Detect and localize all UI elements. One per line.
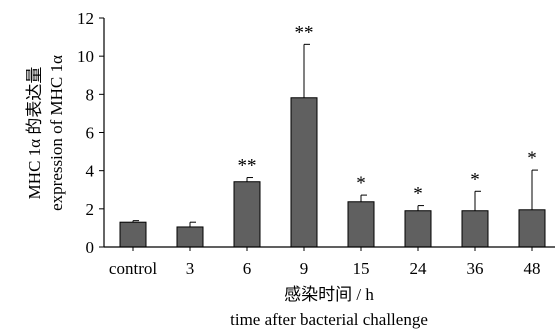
x-ticks-layer: control 3 6 9 15 24 36 48 — [109, 247, 541, 278]
significance-marker: * — [356, 173, 366, 194]
bar — [233, 181, 261, 248]
significance-marker: * — [470, 169, 480, 190]
y-tick-label: 4 — [86, 162, 95, 181]
x-tick-label: 9 — [300, 259, 309, 278]
y-tick-label: 6 — [86, 124, 95, 143]
y-tick-label: 8 — [86, 85, 95, 104]
bar — [347, 201, 375, 248]
y-tick-label: 2 — [86, 200, 95, 219]
x-tick-label: control — [109, 259, 157, 278]
y-tick-label: 10 — [77, 47, 94, 66]
bar — [518, 209, 546, 248]
bar — [404, 210, 432, 248]
x-tick-label: 24 — [410, 259, 428, 278]
x-axis-label-line2: time after bacterial challenge — [230, 310, 428, 329]
x-tick-label: 3 — [186, 259, 195, 278]
significance-marker: ** — [295, 22, 314, 43]
x-axis-label-line1: 感染时间 / h — [284, 285, 374, 304]
bar — [461, 210, 489, 248]
significance-marker: * — [527, 148, 537, 169]
x-tick-label: 15 — [353, 259, 370, 278]
significance-marker: * — [413, 184, 423, 205]
significance-layer: ***** *** — [238, 22, 537, 204]
bar — [176, 226, 204, 248]
significance-marker: ** — [238, 156, 257, 177]
y-axis-label-line2: expression of MHC 1α — [47, 55, 66, 211]
y-tick-label: 12 — [77, 9, 94, 28]
x-tick-label: 48 — [524, 259, 541, 278]
bars-layer — [119, 97, 546, 248]
bar — [290, 97, 318, 248]
y-ticks-layer: 0 2 4 6 8 10 12 — [77, 9, 104, 257]
error-bars-layer — [132, 43, 538, 227]
x-tick-label: 36 — [467, 259, 484, 278]
y-axis-label-line1: MHC 1α 的表达量 — [25, 67, 44, 200]
bar — [119, 221, 147, 248]
x-tick-label: 6 — [243, 259, 252, 278]
y-tick-label: 0 — [86, 238, 95, 257]
